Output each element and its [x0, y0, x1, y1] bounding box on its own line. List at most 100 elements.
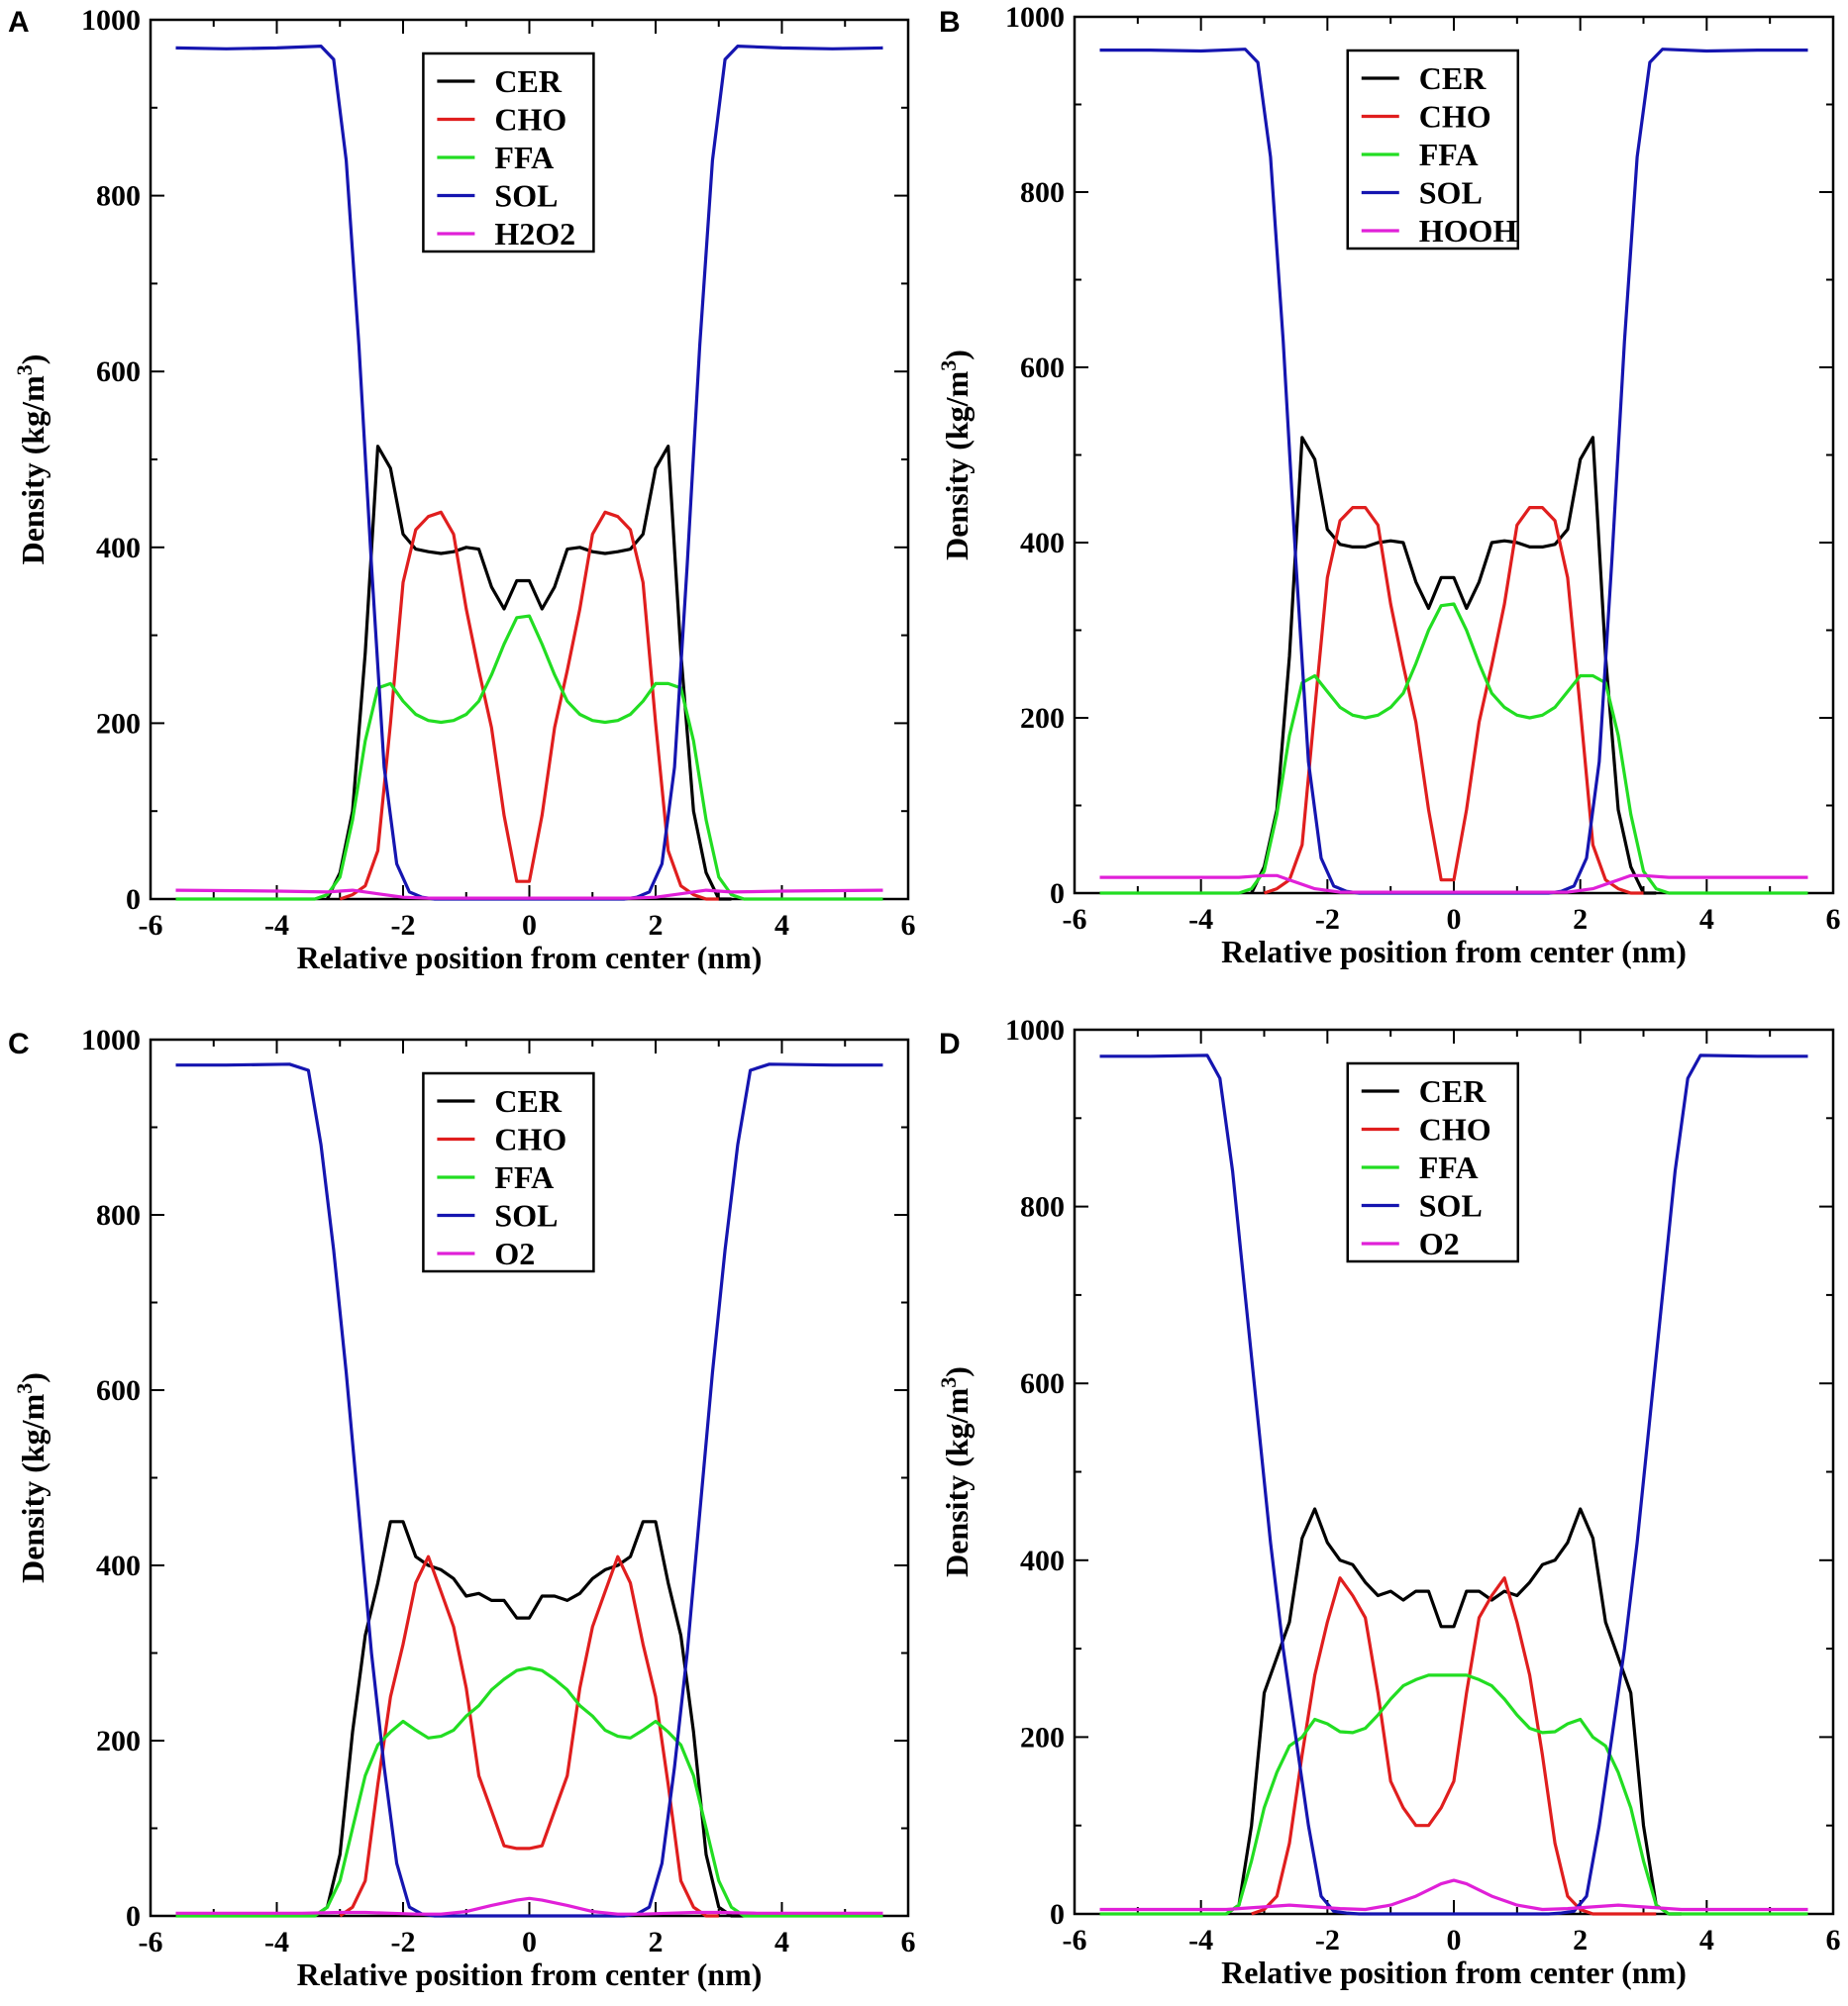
legend-box: [422, 1071, 595, 1273]
panel-c: C -6 -4 -2 0 2 4 6 0 200 400 600 800 1000 Relative po…: [8, 1024, 916, 1992]
x-axis-title: Relative position from center (nm): [1221, 934, 1687, 969]
x-tick-label: -4: [264, 1926, 289, 1958]
y-axis-title: Density (kg/m3): [936, 1366, 975, 1577]
panel-letter: A: [8, 6, 30, 39]
panel-d: D -6 -4 -2 0 2 4 6 0 200 400 600 800 1000 Relative po…: [936, 1014, 1841, 1990]
series-line-ffa: [1099, 1673, 1808, 1916]
legend-label: FFA: [494, 140, 554, 175]
y-tick-label: 200: [96, 1725, 141, 1757]
legend-label: FFA: [494, 1159, 554, 1195]
x-tick-label: -2: [1315, 1924, 1340, 1956]
series-line-o2: [1099, 1878, 1808, 1912]
x-tick-label: 0: [522, 1926, 537, 1958]
y-tick-label: 1000: [81, 4, 141, 37]
legend-label: SOL: [1419, 1188, 1483, 1224]
series-line-cho: [339, 1555, 719, 1918]
legend-label: CHO: [494, 102, 566, 138]
x-tick-label: 2: [649, 909, 664, 942]
x-axis-title: Relative position from center (nm): [1221, 1955, 1687, 1990]
y-axis-title: Density (kg/m3): [12, 1372, 51, 1583]
y-tick-label: 800: [1020, 1191, 1065, 1224]
panel-letter: D: [939, 1028, 961, 1060]
x-tick-label: 4: [774, 1926, 789, 1958]
series-line-ffa: [175, 1665, 883, 1918]
x-axis-title: Relative position from center (nm): [297, 940, 763, 975]
y-tick-label: 800: [96, 1199, 141, 1232]
y-tick-label: 0: [126, 883, 141, 916]
y-tick-label: 600: [1020, 351, 1065, 384]
legend-label: CER: [494, 63, 562, 99]
x-tick-label: 4: [774, 909, 789, 942]
x-tick-label: 6: [1826, 1924, 1841, 1956]
legend-label: CHO: [494, 1122, 566, 1157]
series-line-ffa: [175, 614, 883, 901]
y-tick-label: 0: [1050, 877, 1065, 910]
legend-label: SOL: [1419, 175, 1483, 211]
x-tick-label: 2: [1573, 903, 1588, 936]
x-tick-label: 2: [1573, 1924, 1588, 1956]
series-line-hooh: [1099, 873, 1808, 894]
y-axis-title: Density (kg/m3): [936, 350, 975, 560]
panel-letter: C: [8, 1028, 30, 1060]
x-tick-label: -6: [139, 909, 163, 942]
series-line-cho: [339, 510, 719, 901]
legend-label: O2: [494, 1236, 535, 1271]
x-tick-label: 6: [901, 909, 916, 942]
legend-box: [422, 51, 595, 253]
legend-label: SOL: [494, 1198, 558, 1234]
x-tick-label: -6: [1063, 903, 1087, 936]
x-tick-label: -4: [264, 909, 289, 942]
x-tick-label: -2: [391, 909, 416, 942]
legend-box: [1346, 49, 1520, 251]
y-tick-label: 200: [1020, 1721, 1065, 1754]
y-axis-title: Density (kg/m3): [12, 354, 51, 565]
legend-label: FFA: [1419, 137, 1479, 172]
y-tick-label: 800: [1020, 176, 1065, 209]
y-tick-label: 400: [1020, 527, 1065, 559]
y-tick-label: 1000: [81, 1024, 141, 1056]
legend-label: SOL: [494, 178, 558, 214]
x-tick-label: 6: [901, 1926, 916, 1958]
x-tick-label: -2: [391, 1926, 416, 1958]
y-tick-label: 0: [126, 1900, 141, 1933]
y-tick-label: 200: [96, 707, 141, 740]
y-tick-label: 400: [1020, 1545, 1065, 1577]
x-tick-label: 2: [649, 1926, 664, 1958]
panel-b: B -6 -4 -2 0 2 4 6 0 200 400 600 800 1000 Relative po…: [936, 1, 1841, 969]
legend-label: CER: [1419, 60, 1487, 96]
series-line-ffa: [1099, 602, 1808, 895]
x-tick-label: 6: [1826, 903, 1841, 936]
y-tick-label: 600: [96, 1374, 141, 1407]
series-line-cho: [1263, 506, 1644, 895]
x-tick-label: -4: [1188, 1924, 1213, 1956]
x-tick-label: -6: [1063, 1924, 1087, 1956]
y-tick-label: 400: [96, 532, 141, 564]
x-tick-label: 0: [522, 909, 537, 942]
x-tick-label: -2: [1315, 903, 1340, 936]
series-line-h2o2: [175, 888, 883, 900]
x-tick-label: 4: [1699, 1924, 1714, 1956]
legend-label: CER: [1419, 1073, 1487, 1109]
x-tick-label: 0: [1447, 903, 1462, 936]
series-line-cer: [1250, 436, 1657, 895]
y-tick-label: 600: [1020, 1367, 1065, 1400]
x-tick-label: -6: [139, 1926, 163, 1958]
x-tick-label: 4: [1699, 903, 1714, 936]
legend-box: [1346, 1061, 1520, 1263]
series-line-sol: [1099, 1053, 1808, 1916]
series-line-sol: [175, 1062, 883, 1918]
x-tick-label: -4: [1188, 903, 1213, 936]
y-tick-label: 800: [96, 180, 141, 213]
legend-label: CHO: [1419, 99, 1491, 135]
panel-a: A -6 -4 -2 0 2 4 6 0 200 400 600 800 1000 Relative po…: [8, 4, 916, 975]
y-tick-label: 1000: [1005, 1014, 1065, 1047]
series-line-cer: [326, 445, 732, 901]
legend-label: CHO: [1419, 1112, 1491, 1148]
series-line-cer: [1225, 1507, 1682, 1916]
y-tick-label: 600: [96, 355, 141, 388]
series-line-o2: [175, 1896, 883, 1916]
y-tick-label: 200: [1020, 702, 1065, 735]
